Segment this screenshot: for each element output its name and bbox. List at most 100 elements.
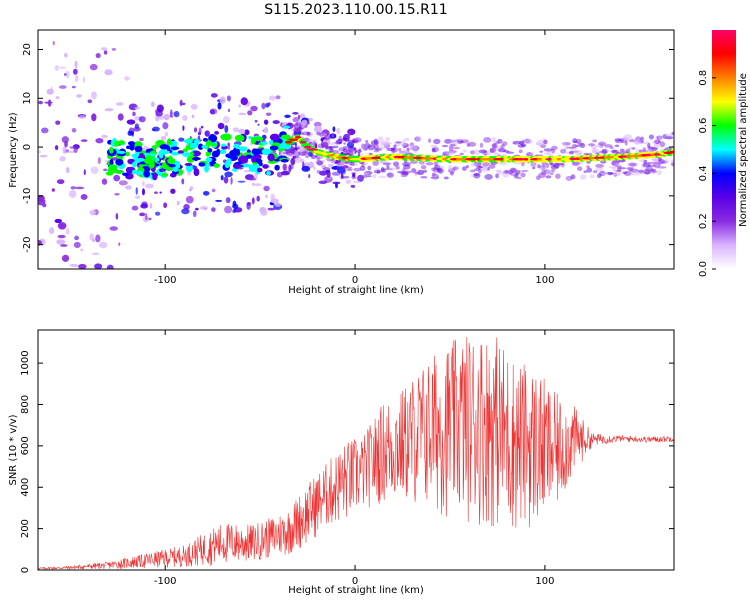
- spectral-blob: [446, 151, 455, 156]
- spectral-blob: [619, 148, 625, 153]
- spectral-blob: [592, 139, 598, 143]
- spectral-blob: [420, 165, 427, 170]
- spectral-blob: [167, 157, 176, 165]
- spectral-blob: [106, 264, 114, 269]
- spectral-blob: [514, 162, 523, 165]
- spectral-blob: [71, 85, 76, 89]
- spectral-blob: [126, 119, 136, 125]
- spectral-blob: [267, 153, 275, 162]
- spectral-blob: [65, 227, 70, 235]
- spectral-blob: [587, 152, 593, 156]
- spectral-blob: [131, 205, 139, 211]
- spectral-blob: [134, 106, 141, 110]
- spectral-blob: [159, 144, 170, 150]
- spectral-blob: [405, 171, 409, 177]
- spectral-blob: [221, 143, 227, 147]
- spectral-blob: [267, 207, 276, 211]
- ridge-core: [475, 157, 482, 161]
- spectral-blob: [284, 114, 291, 118]
- y-tick-label: -20: [22, 236, 33, 252]
- spectral-blob: [265, 194, 268, 199]
- spectral-blob: [115, 102, 124, 106]
- spectral-blob: [134, 195, 141, 199]
- spectral-blob: [614, 144, 620, 148]
- spectral-blob: [316, 131, 321, 136]
- spectral-blob: [520, 172, 526, 178]
- snr-x-axis-label: Height of straight line (km): [288, 585, 424, 596]
- snr-x-ticks: -100 0 100: [154, 330, 554, 587]
- spectral-blob: [198, 162, 206, 167]
- spectral-blob: [57, 222, 67, 230]
- spectral-blob: [564, 145, 569, 151]
- spectral-blob: [462, 149, 467, 153]
- spectral-blob: [202, 137, 209, 142]
- spectral-blob: [433, 138, 441, 145]
- spectral-blob: [589, 174, 595, 178]
- spectral-blob: [637, 172, 645, 175]
- spectral-blob: [398, 147, 402, 152]
- spectral-blob: [139, 137, 144, 142]
- ridge-core: [603, 156, 610, 159]
- spectral-blob: [290, 157, 296, 166]
- spectral-blob: [459, 152, 464, 156]
- spectral-blob: [38, 100, 43, 105]
- spectral-blob: [133, 126, 141, 132]
- spectral-blob: [52, 40, 55, 46]
- ridge-core: [288, 138, 299, 142]
- spectral-blob: [600, 172, 608, 176]
- spectral-blob: [448, 164, 453, 171]
- spectral-blob: [347, 146, 355, 153]
- spectral-blob: [164, 150, 170, 154]
- spectral-blob: [502, 141, 508, 146]
- spectral-blob: [39, 154, 48, 158]
- spectral-blob: [433, 164, 441, 171]
- spectral-blob: [626, 167, 635, 170]
- spectral-blob: [545, 175, 552, 179]
- spectral-blob: [373, 149, 380, 153]
- spectral-blob: [258, 161, 263, 167]
- spectral-blob: [300, 113, 306, 119]
- spectral-blob: [73, 241, 81, 249]
- spectral-blob: [83, 169, 86, 176]
- spectral-blob: [233, 127, 239, 133]
- spectral-blob: [611, 149, 618, 153]
- spectral-blob: [574, 150, 583, 156]
- spectral-blob: [117, 113, 124, 121]
- spectral-blob: [614, 138, 622, 142]
- spectral-blob: [224, 125, 229, 133]
- spectral-blob: [518, 140, 524, 145]
- spectral-blob: [210, 143, 218, 147]
- spectral-blob: [555, 173, 561, 179]
- spectral-blob: [324, 135, 329, 141]
- spectral-blob: [379, 141, 389, 147]
- spectral-blob: [89, 209, 97, 216]
- spectral-blob: [238, 112, 247, 116]
- spectral-blob: [90, 91, 97, 100]
- ridge-core: [469, 157, 478, 161]
- spectral-blob: [518, 149, 523, 154]
- spectral-blob: [313, 121, 322, 128]
- spectral-blob: [240, 97, 248, 106]
- spectral-blob: [215, 199, 223, 202]
- spectral-blob: [198, 127, 202, 135]
- spectral-blob: [489, 148, 495, 153]
- spectral-blob: [331, 171, 341, 176]
- spectral-blob: [100, 47, 108, 51]
- spectral-blob: [263, 126, 269, 134]
- spectral-blob: [280, 158, 289, 163]
- spectral-blob: [170, 151, 180, 156]
- spectral-blob: [94, 263, 103, 269]
- spectral-blob: [403, 137, 410, 142]
- spectral-blob: [562, 143, 567, 146]
- spectral-blob: [92, 238, 96, 243]
- spectral-blob: [216, 148, 221, 156]
- spectral-blob: [596, 144, 604, 148]
- spectral-blob: [656, 135, 663, 140]
- spectral-blob: [305, 155, 309, 159]
- spectral-blob: [184, 162, 193, 167]
- spectral-blob: [122, 172, 129, 177]
- spectral-blob: [325, 157, 332, 161]
- spectral-blob: [539, 150, 544, 153]
- spectral-blob: [110, 139, 115, 147]
